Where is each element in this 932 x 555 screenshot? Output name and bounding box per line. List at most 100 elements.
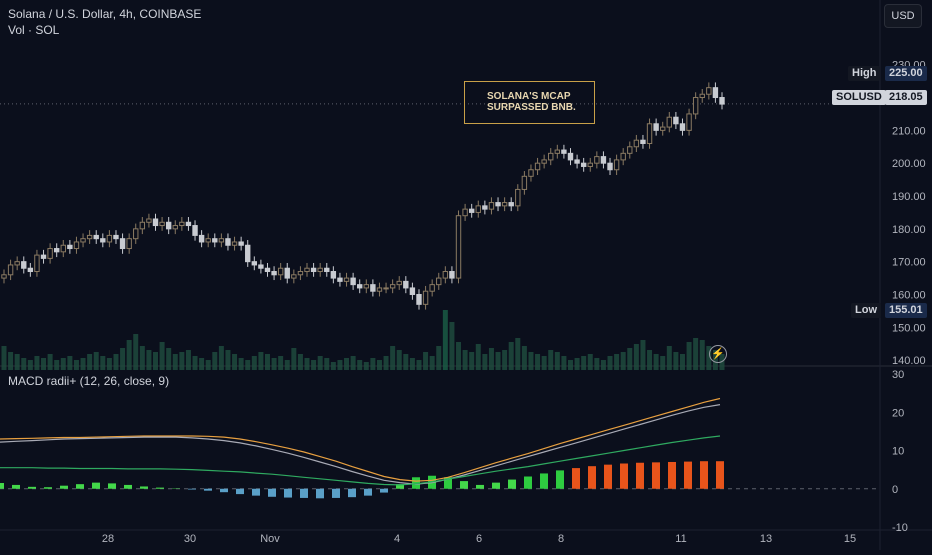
candle-body: [173, 226, 177, 229]
volume-bar: [285, 360, 290, 370]
volume-bar: [245, 360, 250, 370]
candle-body: [81, 239, 85, 242]
candle-body: [687, 114, 691, 130]
candle-body: [298, 272, 302, 275]
volume-bar: [515, 338, 520, 370]
price-tick-label: 190.00: [892, 191, 926, 203]
candle-body: [140, 222, 144, 229]
candle-body: [127, 239, 131, 249]
candle-body: [120, 239, 124, 249]
volume-bar: [34, 356, 39, 370]
macd-hist-bar: [524, 477, 532, 489]
volume-bar: [351, 356, 356, 370]
candle-body: [397, 281, 401, 284]
macd-hist-bar: [588, 466, 596, 489]
volume-bar: [357, 360, 362, 370]
volume-bar: [476, 344, 481, 370]
macd-hist-bar: [220, 489, 228, 492]
macd-tick-label: 10: [892, 446, 904, 458]
candle-body: [661, 127, 665, 130]
volume-bar: [614, 354, 619, 370]
volume-bar: [272, 358, 277, 370]
candle-body: [318, 268, 322, 271]
volume-bar: [660, 356, 665, 370]
candle-body: [469, 209, 473, 212]
candle-body: [608, 163, 612, 170]
lightning-icon[interactable]: ⚡: [709, 345, 727, 363]
macd-hist-bar: [188, 489, 196, 490]
volume-bar: [113, 354, 118, 370]
volume-bar: [667, 346, 672, 370]
candle-body: [667, 117, 671, 127]
volume-bar: [48, 354, 53, 370]
volume-bar: [581, 356, 586, 370]
candle-body: [272, 272, 276, 275]
volume-bar: [232, 354, 237, 370]
currency-button[interactable]: USD: [884, 4, 922, 28]
annotation-box[interactable]: SOLANA'S MCAP SURPASSED BNB.: [464, 81, 595, 124]
macd-hist-bar: [716, 461, 724, 489]
volume-bar: [291, 348, 296, 370]
time-tick-label: 8: [558, 533, 564, 545]
candle-body: [186, 222, 190, 225]
volume-bar: [364, 362, 369, 370]
macd-hist-bar: [268, 489, 276, 497]
volume-bar: [542, 356, 547, 370]
volume-bar: [594, 358, 599, 370]
candle-body: [344, 278, 348, 281]
price-tick-label: 140.00: [892, 355, 926, 367]
macd-hist-bar: [300, 489, 308, 498]
candle-body: [292, 275, 296, 278]
volume-bar: [528, 352, 533, 370]
volume-bar: [67, 356, 72, 370]
macd-hist-bar: [604, 465, 612, 489]
volume-bar: [548, 350, 553, 370]
candle-body: [516, 189, 520, 205]
volume-bar: [680, 354, 685, 370]
macd-tick-label: 20: [892, 407, 904, 419]
volume-bar: [344, 358, 349, 370]
volume-bar: [634, 344, 639, 370]
candle-body: [654, 124, 658, 131]
time-tick-label: 6: [476, 533, 482, 545]
volume-bar: [640, 340, 645, 370]
macd-hist-bar: [44, 487, 52, 489]
candle-body: [450, 272, 454, 279]
candle-body: [680, 124, 684, 131]
time-tick-label: 4: [394, 533, 400, 545]
volume-bar: [575, 358, 580, 370]
volume-bar: [265, 354, 270, 370]
volume-bar: [212, 352, 217, 370]
candle-body: [674, 117, 678, 124]
macd-hist-bar: [92, 483, 100, 489]
candle-body: [338, 278, 342, 281]
macd-hist-bar: [124, 485, 132, 489]
volume-bar: [120, 348, 125, 370]
candle-body: [647, 124, 651, 144]
macd-hist-bar: [492, 483, 500, 489]
volume-bar: [463, 350, 468, 370]
candle-body: [61, 245, 65, 252]
time-tick-label: 15: [844, 533, 856, 545]
candle-body: [101, 239, 105, 242]
volume-bar: [87, 354, 92, 370]
macd-hist-bar: [652, 462, 660, 488]
candle-body: [48, 249, 52, 259]
candle-body: [555, 150, 559, 153]
volume-bar: [127, 340, 132, 370]
macd-hist-bar: [348, 489, 356, 497]
candle-body: [311, 268, 315, 271]
candle-body: [265, 268, 269, 271]
volume-bar: [397, 350, 402, 370]
time-tick-label: 28: [102, 533, 114, 545]
price-tick-label: 210.00: [892, 125, 926, 137]
time-tick-label: 13: [760, 533, 772, 545]
volume-label: Vol · SOL: [8, 23, 59, 37]
volume-bar: [621, 352, 626, 370]
chart-title: Solana / U.S. Dollar, 4h, COINBASE: [8, 7, 201, 21]
low-label: Low: [851, 303, 881, 318]
candle-body: [456, 216, 460, 278]
volume-bar: [423, 352, 428, 370]
volume-bar: [318, 356, 323, 370]
volume-bar: [179, 352, 184, 370]
